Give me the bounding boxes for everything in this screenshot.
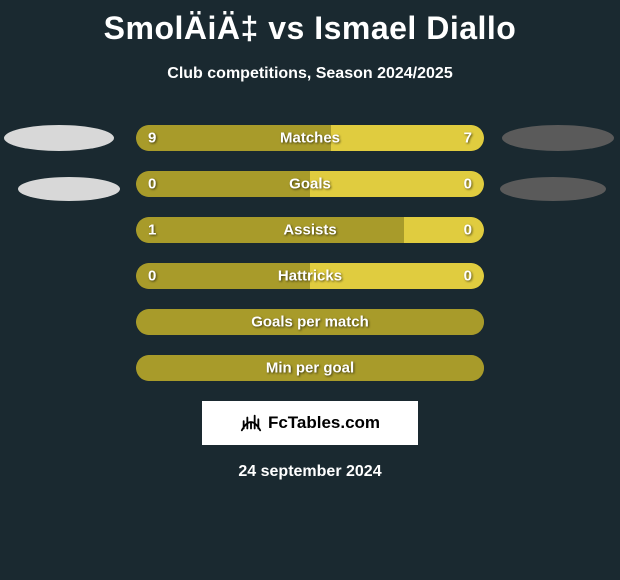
stat-row: Matches9 7 — [136, 125, 484, 151]
comparison-subtitle: Club competitions, Season 2024/2025 — [0, 65, 620, 83]
fctables-logo-text: FcTables.com — [268, 413, 380, 433]
player-left-ellipse-2 — [18, 177, 120, 201]
stat-row-right-value: 7 — [464, 130, 472, 147]
stat-row-left-value: 1 — [148, 222, 156, 239]
stat-row-label: Goals — [136, 176, 484, 193]
stat-row: Min per goal — [136, 355, 484, 381]
stat-row: Goals per match — [136, 309, 484, 335]
player-left-ellipse-1 — [4, 125, 114, 151]
fctables-logo-icon — [240, 412, 262, 434]
stat-row-left-value: 0 — [148, 268, 156, 285]
stat-row-label: Goals per match — [136, 314, 484, 331]
stat-row-label: Assists — [136, 222, 484, 239]
stat-row-right-value: 0 — [464, 176, 472, 193]
stat-row-left-value: 9 — [148, 130, 156, 147]
rows-container: Matches97Goals00Assists10Hattricks00Goal… — [0, 125, 620, 381]
stat-row-label: Min per goal — [136, 360, 484, 377]
fctables-logo: FcTables.com — [202, 401, 418, 445]
stat-row-label: Hattricks — [136, 268, 484, 285]
stat-row: Goals0 0 — [136, 171, 484, 197]
stat-row: Assists1 0 — [136, 217, 484, 243]
player-right-ellipse-2 — [500, 177, 606, 201]
stat-row-right-value: 0 — [464, 268, 472, 285]
player-right-ellipse-1 — [502, 125, 614, 151]
stat-row: Hattricks0 0 — [136, 263, 484, 289]
stat-row-right-value: 0 — [464, 222, 472, 239]
stat-row-left-value: 0 — [148, 176, 156, 193]
comparison-title: SmolÄiÄ‡ vs Ismael Diallo — [0, 0, 620, 47]
chart-area: Matches97Goals00Assists10Hattricks00Goal… — [0, 125, 620, 381]
stat-row-label: Matches — [136, 130, 484, 147]
comparison-date: 24 september 2024 — [0, 463, 620, 481]
